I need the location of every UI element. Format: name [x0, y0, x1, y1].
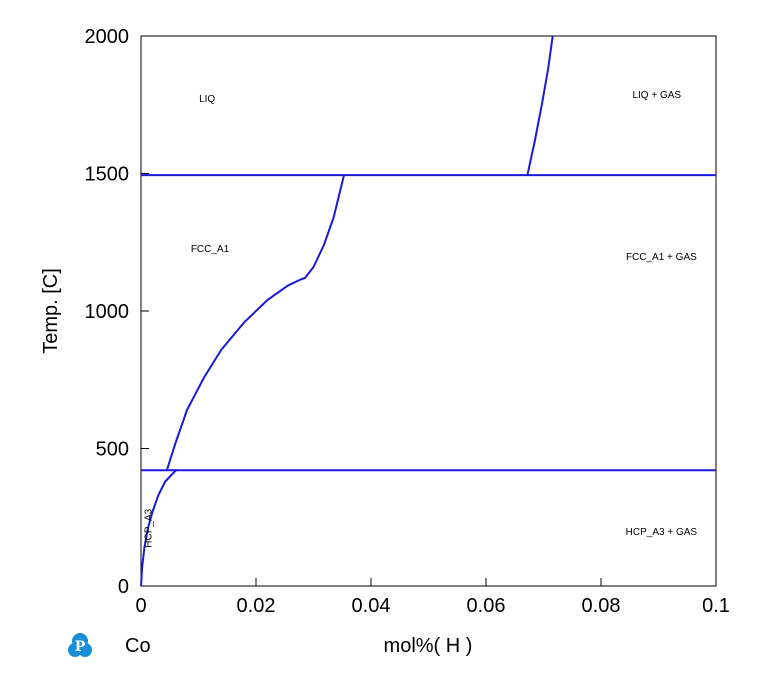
region-label: FCC_A1	[191, 244, 230, 255]
region-label: FCC_A1 + GAS	[626, 252, 697, 263]
phase-boundary-line	[140, 469, 177, 587]
x-tick-label: 0.04	[352, 595, 391, 617]
region-label: LIQ + GAS	[632, 90, 681, 101]
y-tick-label: 0	[118, 576, 129, 598]
p-logo-icon: P	[68, 633, 92, 657]
region-label: HCP_A3 + GAS	[626, 527, 698, 538]
region-label: LIQ	[199, 94, 215, 105]
phase-boundary-line	[165, 174, 345, 471]
x-axis-title: mol%( H )	[384, 635, 473, 657]
y-tick-label: 2000	[85, 26, 130, 48]
y-tick-label: 500	[96, 439, 129, 461]
tick-labels: 0 0.02 0.04 0.06 0.08 0.1 0 500 1000 1500 2000	[85, 26, 730, 617]
x-tick-label: 0.1	[702, 595, 730, 617]
y-tick-label: 1500	[85, 164, 130, 186]
element-label: Co	[125, 635, 151, 657]
region-labels: LIQ LIQ + GAS FCC_A1 FCC_A1 + GAS HCP_A3 HCP_…	[143, 90, 697, 548]
x-tick-label: 0	[135, 595, 146, 617]
x-tick-label: 0.02	[237, 595, 276, 617]
x-tick-label: 0.08	[582, 595, 621, 617]
y-axis-title: Temp. [C]	[40, 268, 62, 354]
plot-frame	[140, 35, 717, 587]
region-label: HCP_A3	[143, 508, 154, 547]
phase-boundary-line	[526, 35, 554, 176]
svg-text:P: P	[75, 639, 86, 655]
axis-ticks	[140, 35, 717, 587]
phase-boundaries	[140, 35, 716, 587]
x-tick-label: 0.06	[467, 595, 506, 617]
y-tick-label: 1000	[85, 301, 130, 323]
